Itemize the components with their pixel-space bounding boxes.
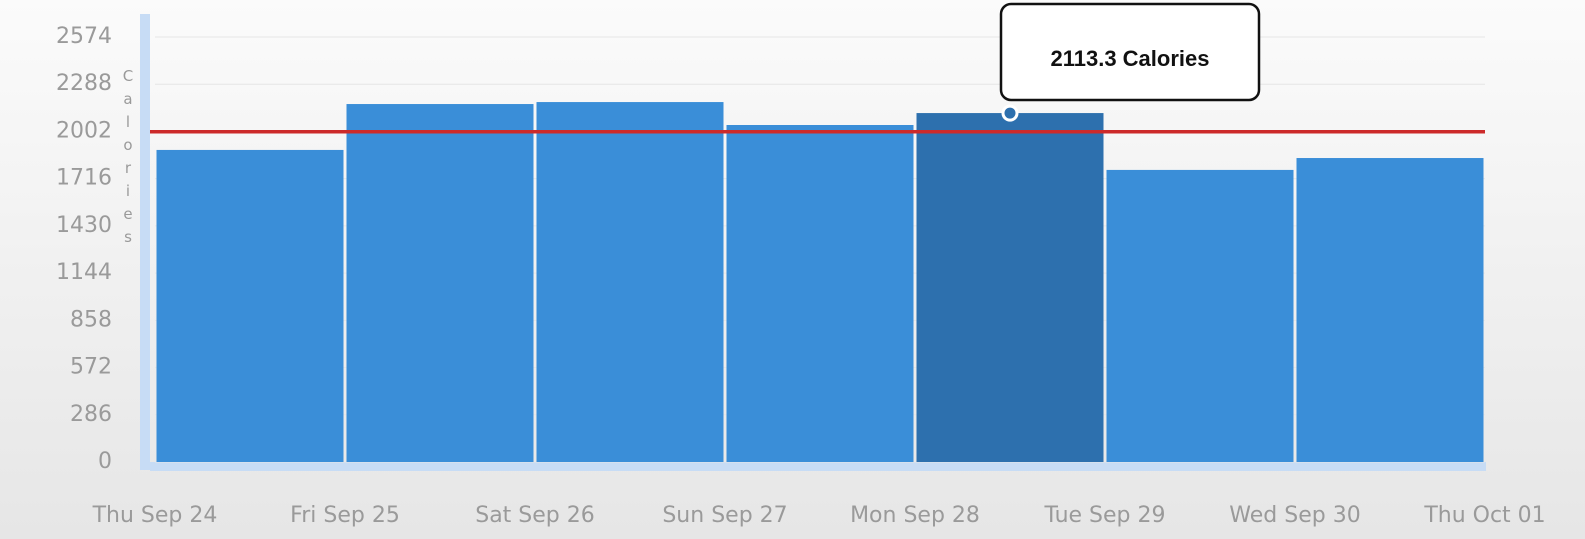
y-tick-label: 0	[98, 449, 112, 474]
y-axis-label-letter: l	[126, 113, 130, 131]
bar	[156, 149, 344, 462]
x-tick-label: Fri Sep 25	[290, 503, 400, 528]
y-tick-label: 858	[70, 307, 112, 332]
y-tick-label: 1430	[56, 213, 112, 238]
y-axis-strip	[140, 14, 150, 470]
tooltip-box	[999, 2, 1261, 102]
y-axis-label-letter: C	[123, 67, 133, 85]
y-tick-label: 286	[70, 402, 112, 427]
x-axis-strip	[150, 462, 1486, 471]
y-tick-label: 2002	[56, 118, 112, 143]
y-axis-label-letter: e	[123, 205, 132, 223]
bar	[536, 102, 724, 463]
y-tick-label: 2288	[56, 71, 112, 96]
x-tick-label: Sun Sep 27	[662, 503, 787, 528]
tooltip-marker	[1001, 104, 1019, 122]
y-axis-label-letter: s	[124, 228, 132, 246]
bar	[1296, 158, 1484, 462]
bar	[1106, 169, 1294, 462]
x-tick-label: Thu Sep 24	[92, 503, 218, 528]
y-tick-label: 2574	[56, 24, 112, 49]
x-tick-label: Tue Sep 29	[1043, 503, 1165, 528]
x-tick-label: Sat Sep 26	[475, 503, 595, 528]
bar	[346, 104, 534, 463]
y-tick-label: 1716	[56, 166, 112, 191]
y-tick-label: 572	[70, 355, 112, 380]
x-tick-label: Wed Sep 30	[1229, 503, 1360, 528]
tooltip-label: 2113.3 Calories	[1050, 46, 1209, 71]
y-tick-label: 1144	[56, 260, 112, 285]
y-axis-label-letter: a	[123, 90, 132, 108]
x-tick-label: Mon Sep 28	[850, 503, 980, 528]
bar	[726, 125, 914, 462]
x-tick-label: Thu Oct 01	[1423, 503, 1545, 528]
y-axis-label-letter: i	[126, 182, 130, 200]
y-axis-label-letter: r	[125, 159, 132, 177]
y-axis-label-letter: o	[123, 136, 132, 154]
bar	[916, 113, 1104, 462]
